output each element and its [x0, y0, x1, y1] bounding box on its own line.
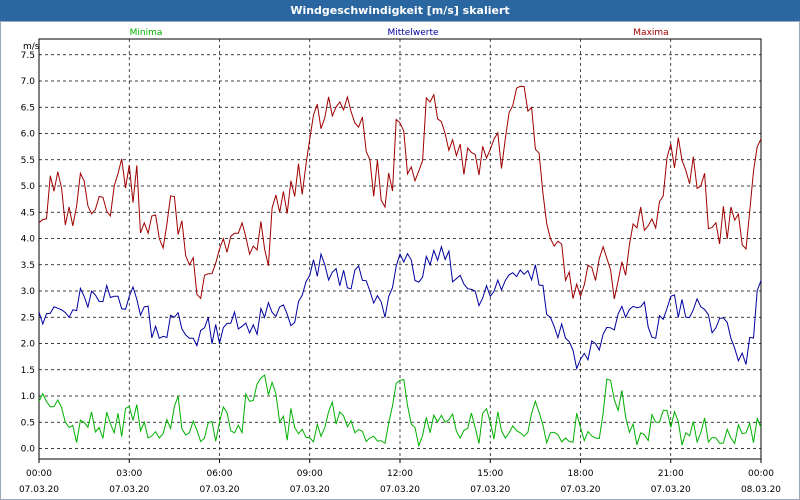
x-tick-time: 09:00	[297, 469, 323, 479]
y-tick-label: 5.0	[21, 182, 36, 192]
y-tick-label: 2.0	[21, 340, 36, 350]
x-tick-date: 07.03.20	[19, 485, 59, 495]
x-tick-time: 15:00	[477, 469, 503, 479]
y-tick-label: 4.0	[21, 235, 36, 245]
y-tick-label: 3.0	[21, 287, 36, 297]
x-tick-date: 07.03.20	[199, 485, 239, 495]
y-tick-label: 2.5	[21, 313, 35, 323]
x-tick-date: 07.03.20	[560, 485, 600, 495]
legend-minima: Minima	[130, 28, 163, 38]
y-axis-label: m/s	[23, 42, 40, 52]
x-tick-date: 07.03.20	[380, 485, 420, 495]
series-line-maxima	[38, 85, 762, 300]
y-tick-label: 3.5	[21, 261, 35, 271]
x-tick-time: 12:00	[387, 469, 413, 479]
y-tick-label: 4.5	[21, 208, 35, 218]
y-axis-ticks: 0.0 0.5 1.0 1.5 2.0 2.5 3.0 3.5 4.0 4.5 5.0 5.5 6.0 6…	[21, 51, 36, 455]
x-tick-date: 07.03.20	[470, 485, 510, 495]
y-tick-label: 0.5	[21, 418, 35, 428]
x-tick-time: 00:00	[748, 469, 774, 479]
y-tick-label: 5.5	[21, 156, 35, 166]
x-tick-time: 21:00	[658, 469, 684, 479]
chart-title: Windgeschwindigkeit [m/s] skaliert	[0, 0, 800, 21]
x-tick-date: 07.03.20	[651, 485, 691, 495]
series-lines	[38, 85, 762, 448]
y-tick-label: 6.0	[21, 130, 36, 140]
x-axis-ticks: 00:00 07.03.20 03:00 07.03.20 06:00 07.03.20 0…	[19, 459, 781, 495]
x-tick-date: 07.03.20	[290, 485, 330, 495]
chart-frame: m/s Minima Mittelwerte Maxima 0.0 0.5 1.0 1…	[0, 21, 800, 500]
legend-mittelwerte: Mittelwerte	[387, 28, 438, 38]
x-tick-time: 00:00	[26, 469, 52, 479]
y-tick-label: 1.5	[21, 366, 35, 376]
y-tick-label: 0.0	[21, 445, 36, 455]
grid	[39, 39, 761, 459]
series-line-mittelwerte	[38, 244, 762, 371]
x-tick-date: 08.03.20	[741, 485, 781, 495]
y-tick-label: 6.5	[21, 103, 35, 113]
x-tick-time: 18:00	[568, 469, 594, 479]
series-line-minima	[38, 374, 762, 448]
y-tick-label: 7.5	[21, 51, 35, 61]
x-tick-time: 06:00	[207, 469, 233, 479]
line-chart: m/s Minima Mittelwerte Maxima 0.0 0.5 1.0 1…	[19, 28, 781, 495]
x-tick-date: 07.03.20	[109, 485, 149, 495]
legend-maxima: Maxima	[633, 28, 668, 38]
x-tick-time: 03:00	[116, 469, 142, 479]
y-tick-label: 1.0	[21, 392, 36, 402]
y-tick-label: 7.0	[21, 77, 36, 87]
